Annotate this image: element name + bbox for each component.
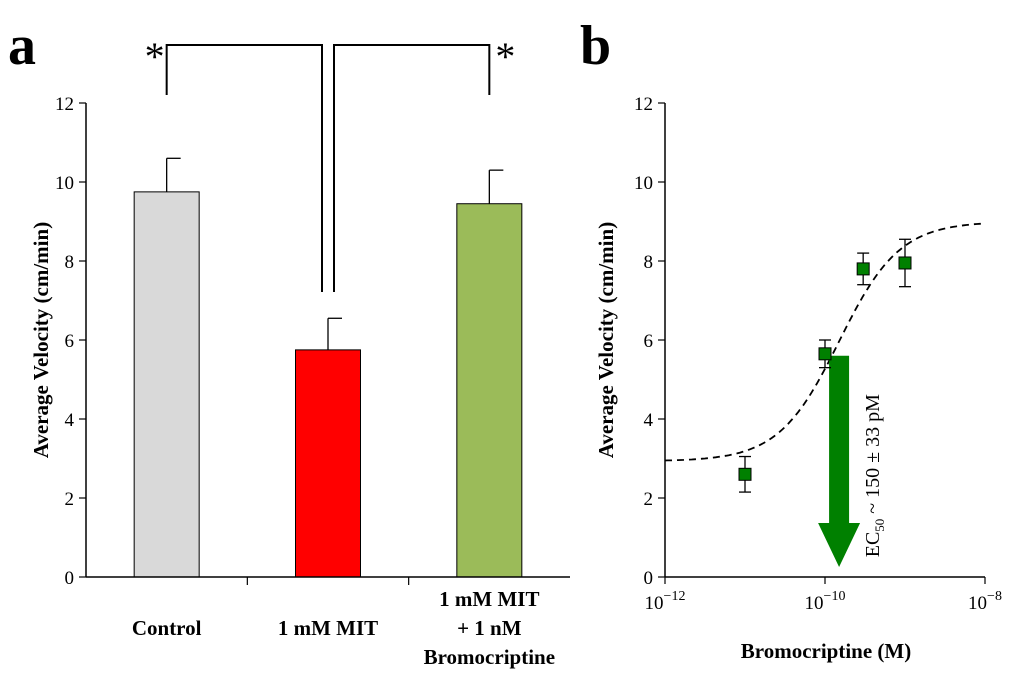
x-tick-label-2: 10−8 — [968, 589, 1002, 614]
x-tick-label-0: 10−12 — [645, 589, 686, 614]
significance-star-right: * — [495, 34, 515, 79]
panel-b-data-points — [738, 238, 912, 493]
x-tick-base-1: 10 — [805, 593, 824, 614]
bar-0 — [133, 191, 200, 578]
y-tick-label-0: 0 — [644, 568, 654, 589]
data-point-0 — [738, 467, 752, 481]
significance-bracket-right — [333, 44, 491, 292]
panel-b-x-axis-label: Bromocriptine (M) — [741, 639, 911, 663]
category-label-1-line-0: 1 mM MIT — [278, 616, 378, 640]
data-point-2 — [856, 262, 870, 276]
category-label-1: 1 mM MIT — [278, 616, 378, 640]
panel-a-y-axis-label: Average Velocity (cm/min) — [29, 222, 53, 458]
category-label-2-line-0: 1 mM MIT — [439, 587, 539, 611]
panel-a-error-bars — [166, 157, 504, 350]
y-tick-label-6: 12 — [55, 94, 74, 115]
category-label-2-line-2: Bromocriptine — [424, 645, 555, 669]
y-tick-label-4: 8 — [65, 252, 75, 273]
x-tick-exponent-2: −8 — [987, 589, 1002, 604]
y-tick-label-5: 10 — [55, 173, 74, 194]
category-label-2-line-1: + 1 nM — [457, 616, 522, 640]
ec50-value: ~ 150 ± 33 pM — [862, 394, 884, 519]
y-tick-label-0: 0 — [65, 568, 75, 589]
x-tick-base-2: 10 — [968, 593, 987, 614]
data-point-3 — [898, 256, 912, 270]
panel-b-y-ticks: 0 2 4 6 8 10 12 — [634, 94, 665, 589]
panel-a-bars — [133, 191, 523, 578]
ec50-prefix: EC — [862, 532, 884, 558]
y-tick-label-2: 4 — [65, 410, 75, 431]
panel-b-ec50-annotation: EC50 ~ 150 ± 33 pM — [862, 394, 887, 557]
panel-a-category-labels: Control 1 mM MIT 1 mM MIT + 1 nM Bromocripti… — [132, 587, 555, 669]
category-label-0: Control — [132, 616, 202, 640]
x-tick-exponent-1: −10 — [824, 589, 846, 604]
panel-b-letter: b — [580, 15, 611, 77]
x-tick-label-1: 10−10 — [805, 589, 846, 614]
ec50-subscript: 50 — [872, 519, 887, 532]
y-tick-label-2: 4 — [644, 410, 654, 431]
bar-1 — [295, 349, 361, 578]
y-tick-label-4: 8 — [644, 252, 654, 273]
bar-2 — [456, 203, 523, 578]
panel-b-x-ticks: 10−12 10−10 10−8 — [645, 577, 1002, 614]
y-tick-label-1: 2 — [65, 489, 75, 510]
significance-star-left: * — [145, 34, 165, 79]
category-label-0-line-0: Control — [132, 616, 202, 640]
significance-bracket-left — [165, 44, 323, 292]
category-label-2: 1 mM MIT + 1 nM Bromocriptine — [424, 587, 555, 669]
ec50-arrow-shape — [818, 355, 861, 567]
x-tick-base-0: 10 — [645, 593, 664, 614]
y-tick-label-6: 12 — [634, 94, 653, 115]
data-point-1 — [818, 347, 832, 361]
y-tick-label-3: 6 — [65, 331, 75, 352]
panel-a-letter: a — [8, 15, 36, 77]
panel-b-fit-curve — [664, 222, 986, 462]
y-tick-label-5: 10 — [634, 173, 653, 194]
y-tick-label-3: 6 — [644, 331, 654, 352]
panel-a-significance: * * — [145, 34, 515, 292]
panel-a-y-ticks: 0 2 4 6 8 10 12 — [55, 94, 86, 589]
panel-b: b Average Velocity (cm/min) Bromocriptin… — [580, 15, 1002, 663]
panel-b-y-axis-label: Average Velocity (cm/min) — [594, 222, 618, 458]
panel-a: a Average Velocity (cm/min) 0 2 4 6 8 10 12 Co… — [8, 15, 570, 669]
x-tick-exponent-0: −12 — [664, 589, 686, 604]
panel-b-ec50-arrow — [818, 355, 861, 567]
y-tick-label-1: 2 — [644, 489, 654, 510]
